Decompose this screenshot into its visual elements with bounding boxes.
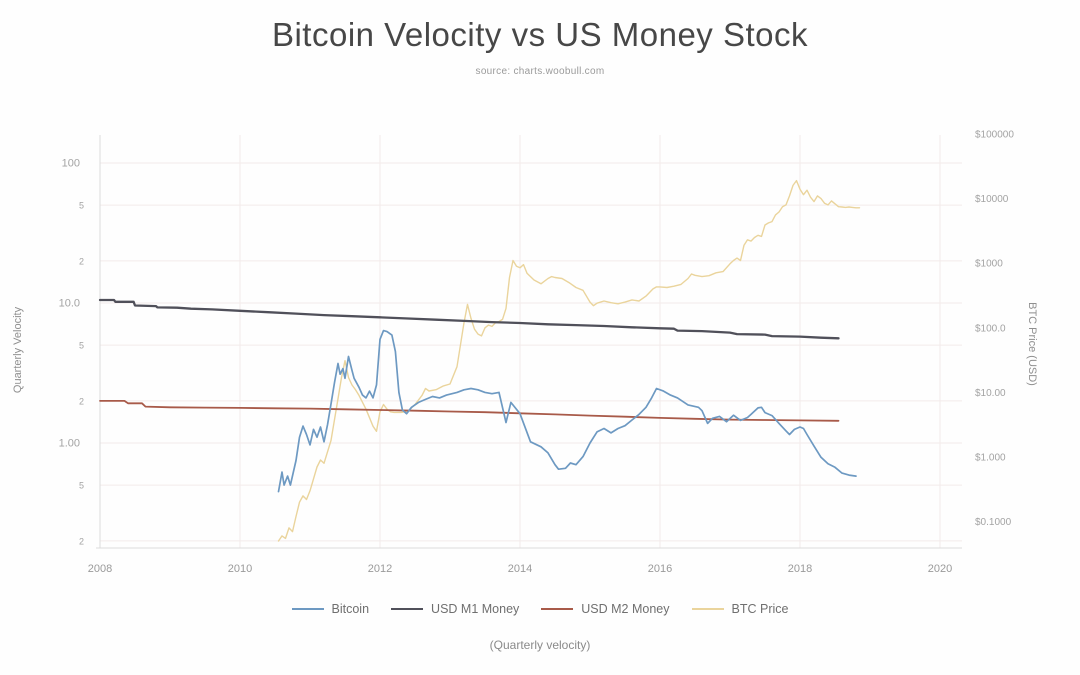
legend-label: BTC Price (731, 602, 789, 616)
series-line-usd-m1-money (98, 298, 840, 340)
legend-label: USD M1 Money (431, 602, 520, 616)
left-axis-title: Quarterly Velocity (12, 306, 24, 394)
series-line-btc-price (277, 179, 861, 542)
usd-m1-line-swatch (391, 608, 424, 610)
series-line-bitcoin (277, 329, 857, 493)
x-tick-label: 2016 (648, 563, 672, 575)
x-tick-label: 2008 (88, 563, 112, 575)
left-tick-label: 5 (79, 201, 84, 211)
page-title: Bitcoin Velocity vs US Money Stock (271, 16, 809, 53)
right-tick-label: $10000 (975, 194, 1009, 205)
legend-item-bitcoin[interactable]: Bitcoin (291, 602, 370, 616)
x-tick-label: 2020 (928, 563, 952, 575)
x-tick-label: 2010 (228, 563, 252, 575)
chart-caption: (Quarterly velocity) (489, 638, 591, 652)
right-axis-title: BTC Price (USD) (1026, 302, 1038, 386)
btc-price-line-swatch (691, 608, 724, 610)
series-line-usd-m2-money (99, 399, 840, 422)
left-tick-label: 2 (79, 396, 84, 406)
left-tick-label: 100 (62, 158, 80, 170)
legend-item-usd-m2-money[interactable]: USD M2 Money (541, 602, 670, 616)
x-tick-label: 2014 (508, 563, 532, 575)
source-subtitle: source: charts.woobull.com (475, 66, 605, 77)
left-tick-label: 5 (79, 481, 84, 491)
left-tick-label: 5 (79, 341, 84, 351)
left-tick-label: 1.00 (59, 438, 80, 450)
right-tick-label: $0.1000 (975, 517, 1012, 528)
bitcoin-line-swatch (291, 608, 324, 610)
right-tick-label: $1000 (975, 259, 1003, 270)
left-tick-label: 2 (79, 536, 84, 546)
legend-label: USD M2 Money (581, 602, 670, 616)
x-tick-label: 2012 (368, 563, 392, 575)
legend-item-usd-m1-money[interactable]: USD M1 Money (391, 602, 519, 616)
x-tick-label: 2018 (788, 563, 812, 575)
legend-item-btc-price[interactable]: BTC Price (691, 602, 789, 616)
right-tick-label: $100.0 (975, 323, 1006, 334)
left-tick-label: 10.0 (59, 298, 80, 310)
right-tick-label: $10.00 (975, 388, 1006, 399)
legend: Bitcoin USD M1 Money USD M2 Money BTC Pr… (0, 602, 1080, 616)
left-tick-label: 2 (79, 256, 84, 266)
right-tick-label: $100000 (975, 130, 1014, 141)
right-tick-label: $1.000 (975, 453, 1006, 464)
legend-label: Bitcoin (331, 602, 370, 616)
usd-m2-line-swatch (541, 608, 574, 610)
